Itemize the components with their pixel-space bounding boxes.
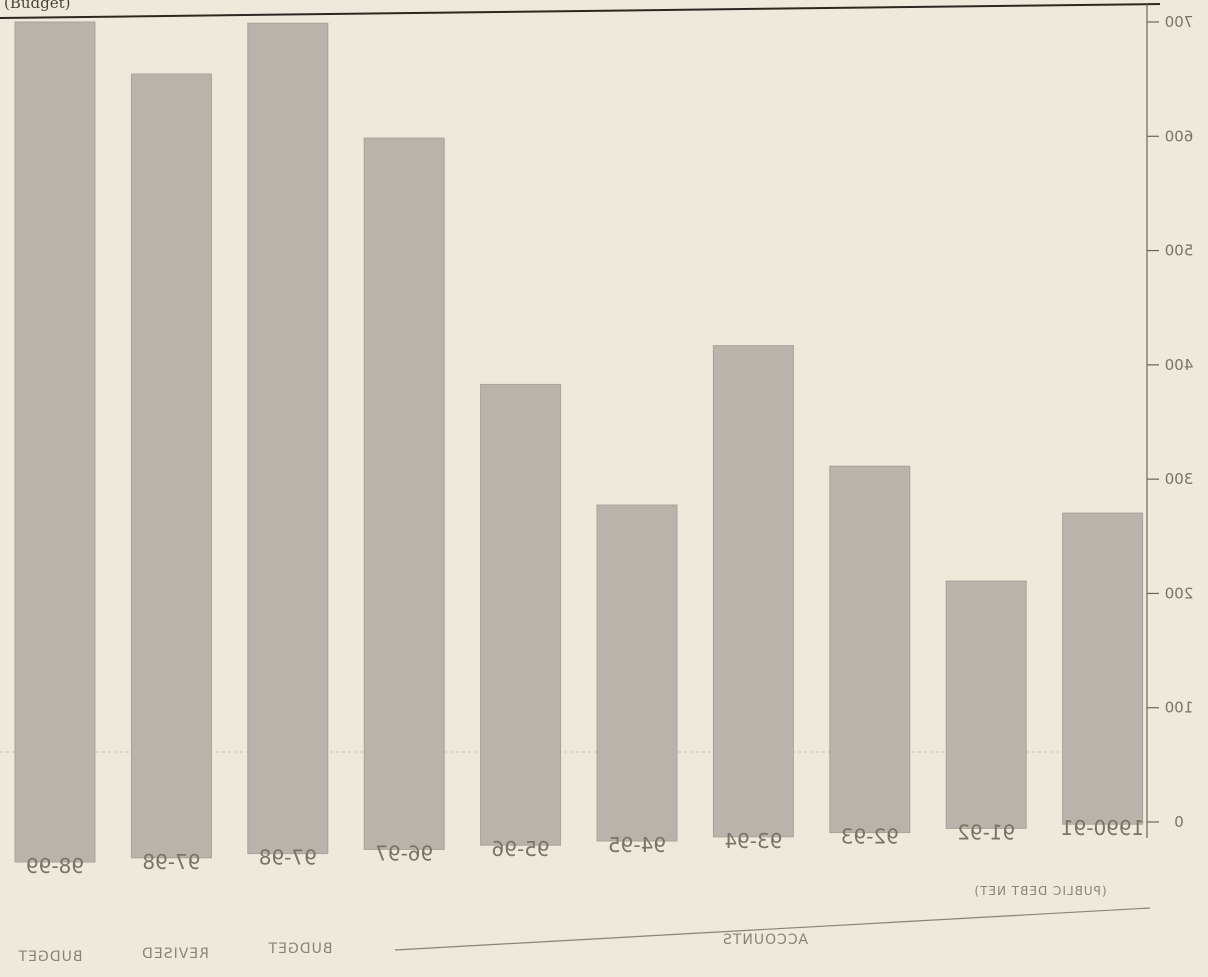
bars <box>14 21 1144 863</box>
x-tick-label-6: 93-94 <box>724 829 782 853</box>
footer-label-note: (PUBLIC DEBT NET) <box>973 884 1106 898</box>
bar-4 <box>480 383 562 846</box>
y-tick-label-5: 500 <box>1165 242 1194 260</box>
y-tick-label-0: 0 <box>1174 813 1184 831</box>
y-tick-label-3: 300 <box>1165 470 1194 488</box>
x-tick-label-2: 97-98 <box>259 846 317 870</box>
footer-label-budget: BUDGET <box>268 941 333 957</box>
bar-7 <box>829 465 911 834</box>
y-tick-label-6: 600 <box>1165 127 1194 145</box>
bar-6 <box>712 345 794 838</box>
corner-label: (Budget) <box>4 0 71 12</box>
x-tick-label-0: 98-99 <box>26 854 84 878</box>
y-tick-label-1: 100 <box>1165 699 1194 717</box>
bar-1 <box>130 73 212 859</box>
footer-bracket-line <box>394 907 1151 951</box>
x-tick-label-3: 96-97 <box>375 841 433 865</box>
y-tick-label-7: 700 <box>1165 13 1194 31</box>
x-tick-label-4: 95-96 <box>492 837 550 861</box>
x-tick-label-8: 91-92 <box>957 820 1015 844</box>
footer-label-accounts: ACCOUNTS <box>722 932 808 948</box>
bar-9 <box>1062 512 1144 825</box>
y-ticks: 0 100 200 300 400 500 600 700 <box>1147 13 1193 831</box>
y-tick-label-2: 200 <box>1165 584 1194 602</box>
bar-3 <box>363 137 445 850</box>
bar-2 <box>247 22 329 855</box>
footer-label-revised: REVISED <box>141 946 209 962</box>
bar-5 <box>596 504 678 842</box>
bar-8 <box>945 580 1027 829</box>
top-border-line <box>0 3 1161 19</box>
x-tick-labels: 98-99 97-98 97-98 96-97 95-96 94-95 93-94 92-93… <box>26 816 1144 878</box>
bar-0 <box>14 21 96 863</box>
x-tick-label-1: 97-98 <box>142 850 200 874</box>
x-tick-label-5: 94-95 <box>608 833 666 857</box>
x-tick-label-9: 1990-91 <box>1061 816 1145 840</box>
y-tick-label-4: 400 <box>1165 356 1194 374</box>
x-tick-label-7: 92-93 <box>841 825 899 849</box>
footer-labels: BUDGET REVISED BUDGET ACCOUNTS (PUBLIC DEBT … <box>18 884 1151 965</box>
footer-label-budget-left: BUDGET <box>18 949 83 965</box>
